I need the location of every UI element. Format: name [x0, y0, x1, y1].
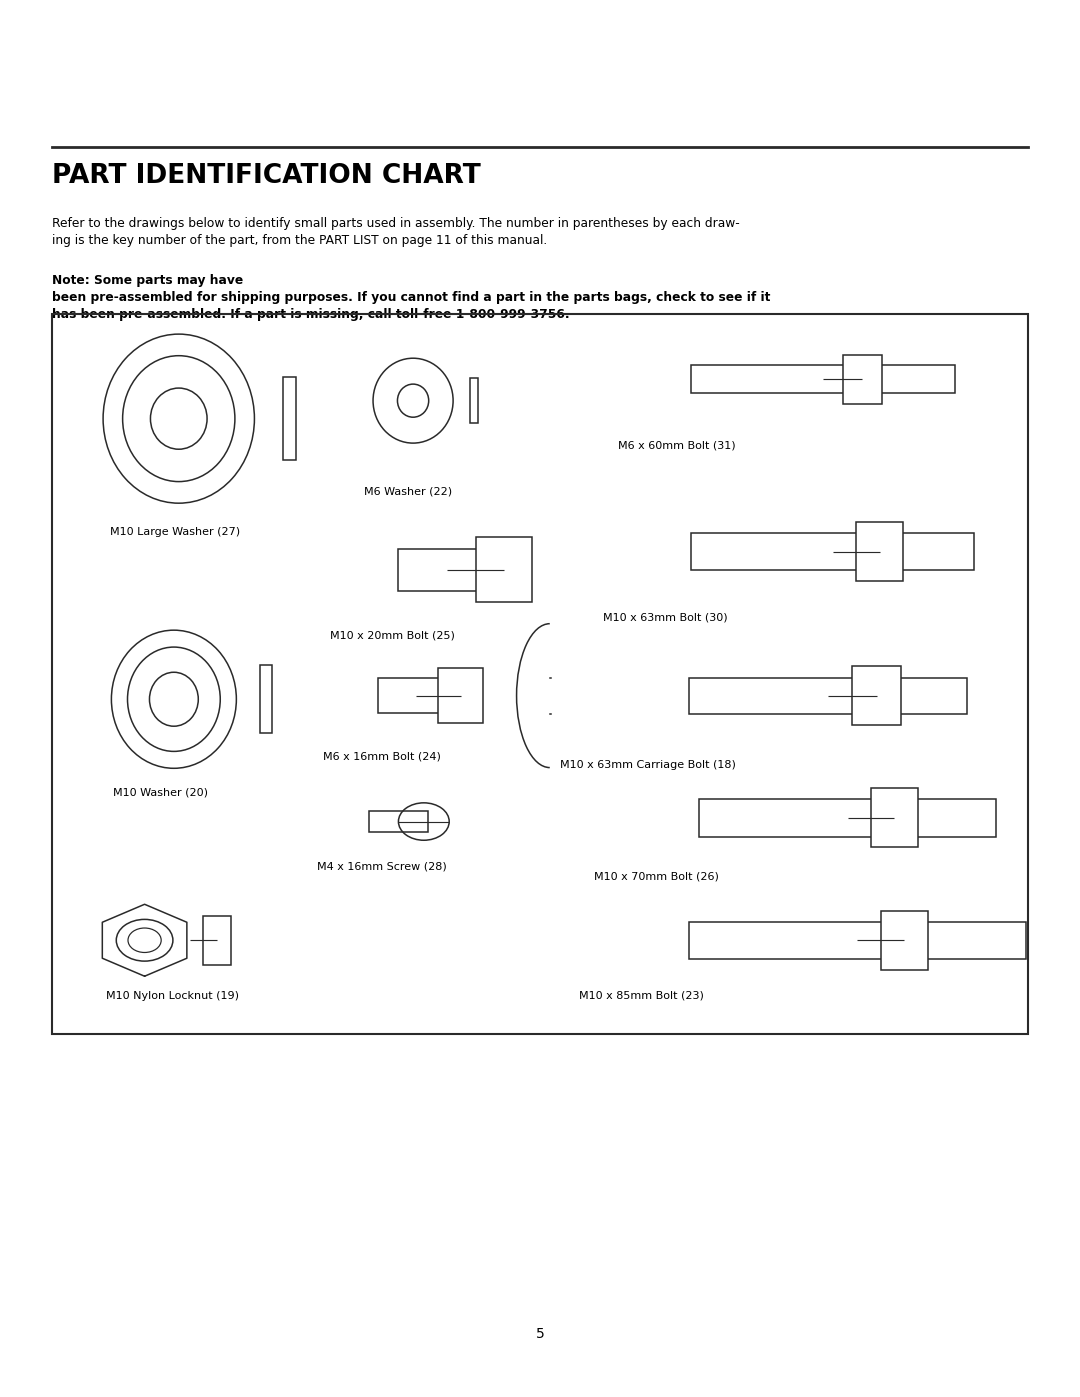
Bar [378, 679, 454, 712]
Bar [691, 534, 974, 570]
Bar [691, 365, 955, 394]
Bar [369, 810, 428, 833]
Text: M6 x 60mm Bolt (31): M6 x 60mm Bolt (31) [618, 440, 735, 450]
Text: 5: 5 [536, 1327, 544, 1341]
Bar [475, 538, 532, 602]
Bar [689, 678, 968, 714]
Text: M10 x 63mm Bolt (30): M10 x 63mm Bolt (30) [604, 613, 728, 623]
Bar [870, 788, 918, 848]
Text: M10 x 85mm Bolt (23): M10 x 85mm Bolt (23) [579, 990, 704, 1000]
Bar [699, 799, 997, 837]
Bar [203, 916, 230, 965]
Bar [842, 355, 881, 404]
Text: M10 x 63mm Carriage Bolt (18): M10 x 63mm Carriage Bolt (18) [559, 760, 735, 770]
Text: M4 x 16mm Screw (28): M4 x 16mm Screw (28) [318, 861, 447, 872]
Bar [470, 379, 478, 423]
Text: Note: Some parts may have
been pre-assembled for shipping purposes. If you canno: Note: Some parts may have been pre-assem… [52, 274, 770, 321]
Text: M10 x 20mm Bolt (25): M10 x 20mm Bolt (25) [330, 631, 455, 641]
Bar [880, 911, 928, 970]
Bar [852, 666, 901, 725]
Text: M10 x 70mm Bolt (26): M10 x 70mm Bolt (26) [594, 872, 718, 882]
Text: M6 Washer (22): M6 Washer (22) [364, 488, 453, 497]
Bar [856, 522, 903, 581]
Text: Refer to the drawings below to identify small parts used in assembly. The number: Refer to the drawings below to identify … [52, 217, 740, 246]
Text: M10 Washer (20): M10 Washer (20) [113, 788, 208, 798]
Text: M6 x 16mm Bolt (24): M6 x 16mm Bolt (24) [323, 752, 441, 761]
Text: PART IDENTIFICATION CHART: PART IDENTIFICATION CHART [52, 163, 481, 190]
Bar [260, 665, 272, 733]
Text: M10 Nylon Locknut (19): M10 Nylon Locknut (19) [106, 990, 239, 1000]
Bar [438, 668, 484, 724]
Bar [689, 922, 1026, 958]
Bar [399, 549, 496, 591]
Text: M10 Large Washer (27): M10 Large Washer (27) [110, 527, 241, 536]
Bar [283, 377, 296, 460]
